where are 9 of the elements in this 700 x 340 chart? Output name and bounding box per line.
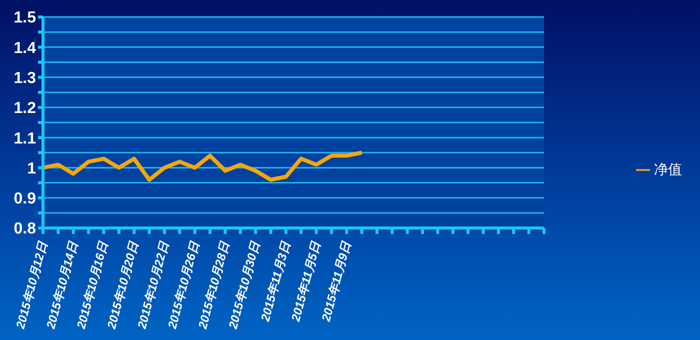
y-tick-label: 1.3 [14, 70, 36, 87]
y-tick-label: 0.8 [14, 220, 36, 238]
legend-label: 净值 [654, 162, 682, 178]
y-tick-label: 1.5 [14, 10, 36, 27]
y-tick-label: 1 [27, 160, 36, 178]
y-tick-label: 1.4 [14, 40, 36, 57]
y-tick-label: 1.2 [14, 100, 36, 118]
y-tick-label: 0.9 [14, 190, 36, 208]
y-tick-label: 1.1 [14, 130, 36, 148]
